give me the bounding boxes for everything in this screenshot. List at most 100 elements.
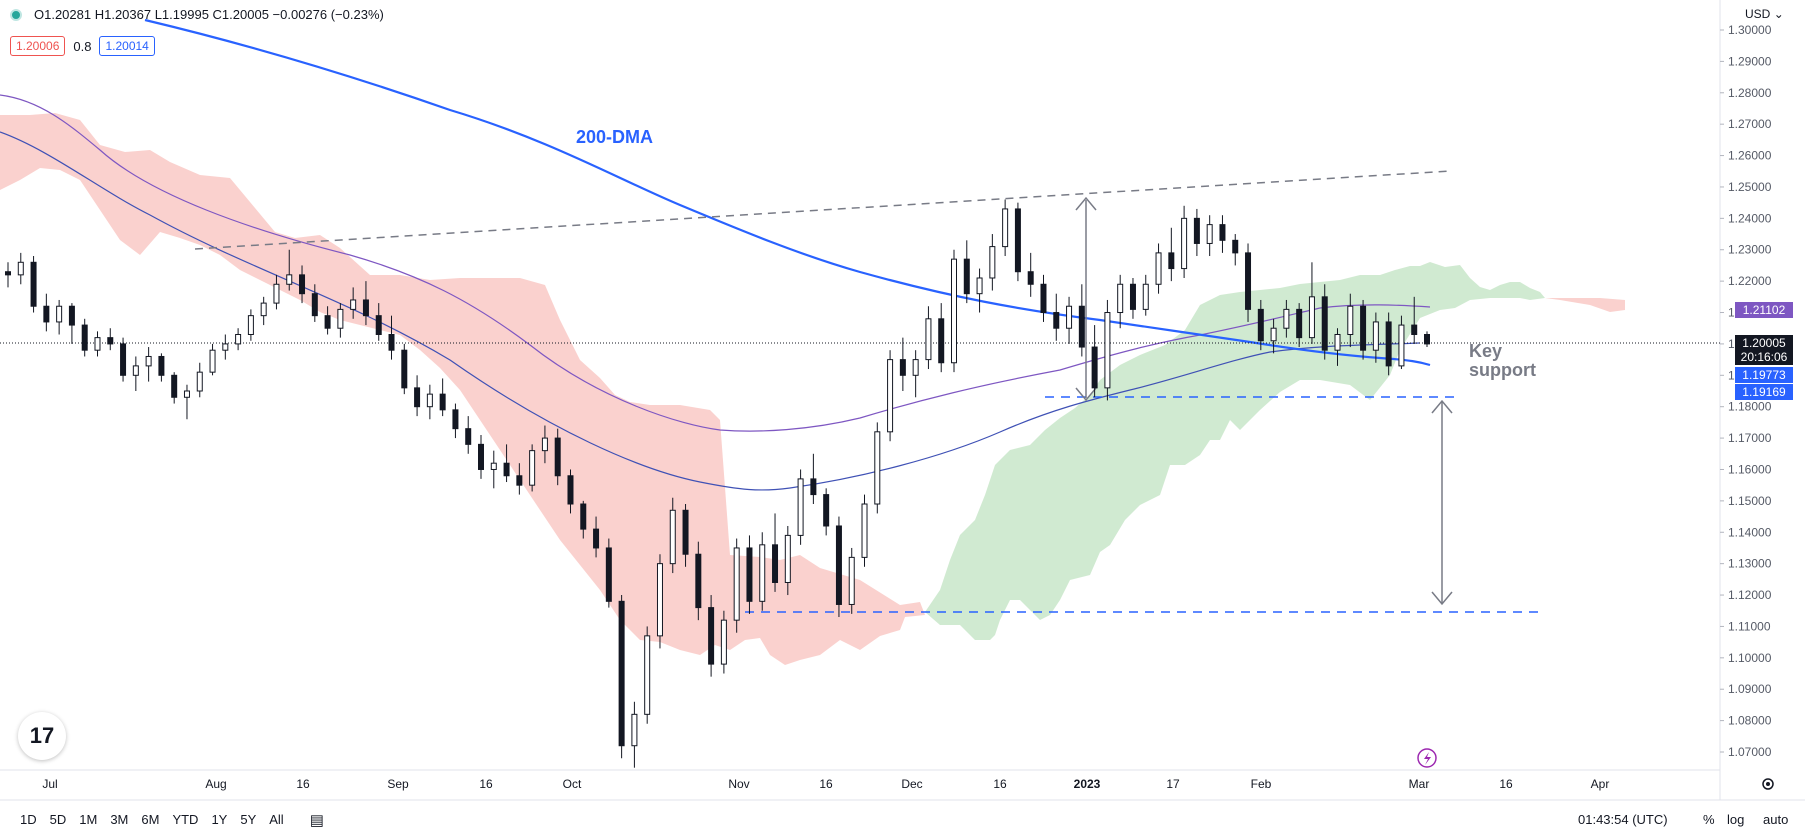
- time-tick-label: 16: [819, 777, 833, 791]
- auto-toggle[interactable]: auto: [1763, 812, 1789, 827]
- candle-up: [350, 299, 357, 310]
- price-tick-label: 1.30000: [1728, 23, 1772, 37]
- candle-up: [989, 246, 996, 279]
- price-tick-label: 1.10000: [1728, 651, 1772, 665]
- moving-average-purple: [0, 94, 1431, 432]
- price-tick-label: 1.22000: [1728, 274, 1772, 288]
- log-toggle[interactable]: log: [1727, 812, 1745, 827]
- candle-up: [1117, 283, 1124, 314]
- range-button-1d[interactable]: 1D: [20, 812, 37, 827]
- candle-down: [516, 475, 523, 486]
- candle-down: [171, 374, 178, 398]
- settings-gear-icon[interactable]: [1762, 778, 1774, 790]
- range-button-5d[interactable]: 5D: [49, 812, 67, 827]
- lightning-event-icon[interactable]: [1417, 748, 1437, 768]
- symbol-status-icon: [10, 8, 22, 21]
- clock-time[interactable]: 01:43:54 (UTC): [1578, 812, 1668, 827]
- candle-up: [925, 318, 932, 361]
- candle-down: [1078, 305, 1085, 348]
- range-button-1y[interactable]: 1Y: [211, 812, 228, 827]
- candle-down: [580, 503, 587, 530]
- ichimoku-cloud-bullish: [925, 262, 1545, 640]
- price-tick-label: 1.26000: [1728, 149, 1772, 163]
- candle-up: [1206, 224, 1213, 244]
- currency-label: USD: [1745, 7, 1771, 21]
- candle-down: [478, 443, 484, 470]
- candle-down: [1193, 217, 1200, 244]
- candle-up: [887, 359, 894, 433]
- date-range-icon[interactable]: ▤: [309, 811, 324, 829]
- candle-up: [631, 713, 638, 747]
- candle-up: [1002, 208, 1009, 248]
- candle-up: [951, 258, 957, 364]
- range-button-1m[interactable]: 1M: [79, 812, 98, 827]
- candle-down: [1321, 296, 1328, 351]
- candle-down: [823, 494, 830, 527]
- price-tick-label: 1.16000: [1728, 462, 1772, 476]
- candle-down: [772, 544, 779, 583]
- time-tick-label: Mar: [1409, 777, 1430, 791]
- candle-down: [1411, 324, 1418, 335]
- candle-down: [1296, 308, 1303, 339]
- range-button-3m[interactable]: 3M: [110, 812, 129, 827]
- candle-down: [1257, 308, 1264, 342]
- candle-down: [938, 318, 945, 364]
- candle-up: [222, 343, 229, 351]
- candle-down: [43, 305, 50, 323]
- candle-up: [1066, 305, 1073, 329]
- price-tick-label: 1.29000: [1728, 54, 1772, 68]
- candle-down: [1168, 252, 1175, 270]
- candle-up: [656, 563, 663, 637]
- candle-up: [1283, 308, 1290, 329]
- candle-up: [247, 315, 254, 335]
- percent-toggle[interactable]: %: [1703, 812, 1715, 827]
- candle-up: [874, 431, 881, 505]
- time-axis[interactable]: Jul Aug 16 Sep 16 Oct Nov 16 Dec 16 2023 17 Feb Mar 16…: [42, 777, 1609, 791]
- candle-down: [963, 258, 970, 295]
- candle-down: [68, 305, 75, 326]
- price-tick-label: 1.15000: [1728, 494, 1772, 508]
- price-tick-label: 1.07000: [1728, 745, 1772, 759]
- time-tick-label: Feb: [1251, 777, 1272, 791]
- candle-up: [1270, 327, 1277, 342]
- candle-down: [567, 475, 574, 505]
- candle-up: [1181, 217, 1188, 270]
- price-tick-label: 1.28000: [1728, 86, 1772, 100]
- price-tag-blue2: 1.19169: [1735, 384, 1793, 400]
- ichimoku-cloud-future: [1545, 298, 1625, 312]
- candle-down: [746, 547, 753, 602]
- ohlc-legend: O1.20281 H1.20367 L1.19995 C1.20005 −0.0…: [10, 7, 384, 22]
- key-support-annotation-line2: support: [1469, 360, 1536, 380]
- range-button-all[interactable]: All: [269, 812, 284, 827]
- range-button-5y[interactable]: 5Y: [240, 812, 257, 827]
- indicator-legend[interactable]: 1.20006 0.8 1.20014: [10, 36, 155, 56]
- price-tick-label: 1.14000: [1728, 525, 1772, 539]
- bottom-toolbar: 1D 5D 1M 3M 6M YTD 1Y 5Y All ▤ 01:43:54 (UTC) % …: [0, 800, 1805, 839]
- candle-down: [605, 547, 612, 602]
- moving-average-200dma: [144, 18, 1431, 367]
- time-tick-label: Oct: [563, 777, 582, 791]
- currency-selector[interactable]: USD ⌄: [1745, 7, 1784, 21]
- candle-up: [1372, 321, 1379, 351]
- candle-down: [324, 315, 331, 329]
- indicator-param: 0.8: [73, 38, 92, 54]
- tradingview-logo[interactable]: 17: [18, 712, 66, 760]
- ichimoku-cloud-bearish: [0, 113, 925, 665]
- candle-down: [835, 525, 842, 605]
- time-tick-label: 17: [1166, 777, 1180, 791]
- candle-down: [503, 462, 510, 477]
- range-button-6m[interactable]: 6M: [141, 812, 160, 827]
- time-tick-label: 16: [296, 777, 310, 791]
- candle-up: [260, 302, 267, 317]
- candle-up: [183, 390, 190, 398]
- candle-up: [976, 277, 983, 295]
- candle-up: [235, 333, 242, 345]
- candle-down: [1385, 321, 1392, 367]
- candle-up: [490, 462, 497, 470]
- candle-down: [158, 355, 165, 376]
- candle-down: [311, 293, 318, 317]
- range-button-ytd[interactable]: YTD: [172, 812, 199, 827]
- time-tick-label: 16: [993, 777, 1007, 791]
- price-tick-label: 1.17000: [1728, 431, 1772, 445]
